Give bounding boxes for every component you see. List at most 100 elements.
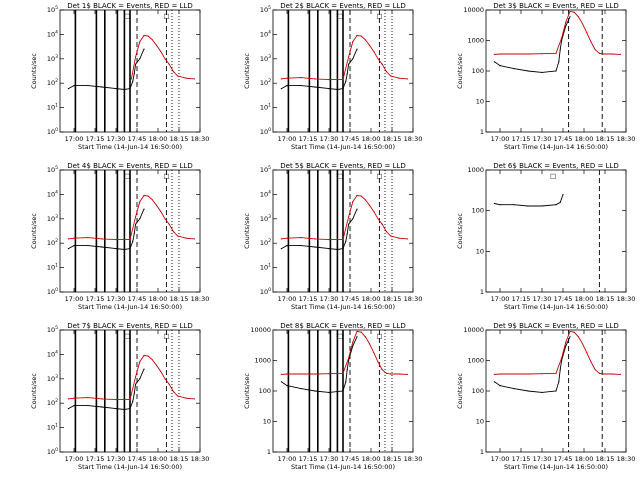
data-point xyxy=(143,368,145,370)
series-line xyxy=(494,194,564,207)
data-point xyxy=(385,70,387,73)
x-tick-label: 18:15 xyxy=(170,135,189,143)
y-tick-label: 10000 xyxy=(250,326,271,334)
data-point xyxy=(619,53,622,56)
x-tick-label: 17:00 xyxy=(491,455,510,463)
data-point xyxy=(328,79,330,81)
y-tick-label: 104 xyxy=(47,189,58,198)
data-point xyxy=(193,78,195,80)
y-tick-exponent: 1 xyxy=(268,103,271,109)
data-point xyxy=(499,65,501,67)
series-line xyxy=(68,48,145,90)
x-tick-label: 17:00 xyxy=(491,135,510,143)
x-tick-label: 17:45 xyxy=(128,135,147,143)
data-point xyxy=(360,35,362,37)
data-point xyxy=(590,41,592,43)
data-point xyxy=(147,355,149,357)
data-point xyxy=(328,248,330,250)
data-point xyxy=(390,235,392,237)
y-tick-label: 10 xyxy=(476,98,484,106)
x-tick-label: 17:45 xyxy=(341,135,360,143)
data-point xyxy=(369,204,371,207)
flag-marker: □ xyxy=(124,12,130,20)
x-tick-label: 17:00 xyxy=(65,455,84,463)
x-tick-label: 18:00 xyxy=(362,455,381,463)
data-point xyxy=(67,88,69,90)
data-point xyxy=(565,345,567,347)
data-point xyxy=(398,77,400,79)
data-point xyxy=(562,193,564,196)
data-point xyxy=(348,63,350,65)
x-axis-label: Start Time (14-Jun-14 16:50:00) xyxy=(291,303,395,311)
data-point xyxy=(598,372,601,374)
y-tick-label: 1000 xyxy=(467,37,484,45)
data-point xyxy=(555,70,557,72)
data-point xyxy=(577,336,580,338)
data-point xyxy=(135,56,137,58)
data-point xyxy=(185,397,187,399)
data-point xyxy=(123,88,125,91)
chart-title: Det 5$ BLACK = Events, RED = LLD xyxy=(280,162,405,170)
data-point xyxy=(123,408,125,411)
data-point xyxy=(139,218,141,220)
y-tick-label: 102 xyxy=(260,78,271,87)
data-point xyxy=(356,48,358,50)
chart-title: Det 2$ BLACK = Events, RED = LLD xyxy=(280,2,405,10)
y-tick-exponent: 0 xyxy=(268,127,271,133)
data-point xyxy=(129,408,131,410)
y-tick-exponent: 2 xyxy=(55,238,58,244)
y-tick-label: 10 xyxy=(263,418,271,426)
data-point xyxy=(73,84,75,87)
data-point xyxy=(565,341,567,343)
data-point xyxy=(513,204,515,206)
x-tick-label: 18:15 xyxy=(596,135,615,143)
data-point xyxy=(115,408,117,410)
flag-marker: □ xyxy=(124,172,130,180)
y-tick-label: 100 xyxy=(472,387,484,395)
x-tick-label: 18:15 xyxy=(170,295,189,303)
y-axis-label: Counts/sec xyxy=(243,53,251,89)
data-point xyxy=(185,237,187,239)
x-tick-label: 18:30 xyxy=(617,295,636,303)
x-tick-label: 18:15 xyxy=(596,295,615,303)
y-tick-label: 103 xyxy=(47,54,58,63)
data-point xyxy=(135,223,137,225)
chart-title: Det 6$ BLACK = Events, RED = LLD xyxy=(493,162,618,170)
y-tick-label: 102 xyxy=(47,78,58,87)
flag-marker: □ xyxy=(376,332,382,340)
x-tick-label: 18:15 xyxy=(383,295,402,303)
y-tick-label: 100 xyxy=(47,127,58,136)
data-point xyxy=(513,387,515,390)
series-line xyxy=(281,195,408,241)
x-tick-label: 18:30 xyxy=(404,455,423,463)
data-point xyxy=(381,63,383,65)
data-point xyxy=(342,239,344,241)
series-line xyxy=(68,355,195,401)
data-point xyxy=(352,201,354,203)
data-point xyxy=(130,78,132,80)
data-point xyxy=(356,208,358,210)
data-point xyxy=(143,34,145,37)
y-tick-label: 104 xyxy=(47,349,58,358)
x-tick-label: 18:00 xyxy=(362,295,381,303)
x-tick-label: 17:15 xyxy=(299,455,318,463)
data-point xyxy=(115,248,117,250)
data-point xyxy=(513,373,515,375)
y-tick-exponent: 3 xyxy=(268,214,271,220)
y-tick-exponent: 4 xyxy=(268,189,271,195)
data-point xyxy=(406,373,408,376)
data-point xyxy=(385,372,387,374)
y-tick-label: 10000 xyxy=(463,326,484,334)
data-point xyxy=(569,336,571,338)
data-point xyxy=(398,373,400,375)
data-point xyxy=(101,86,103,88)
x-tick-label: 18:15 xyxy=(170,455,189,463)
x-tick-label: 17:00 xyxy=(65,295,84,303)
chart-panel: Det 4$ BLACK = Events, RED = LLD10010110… xyxy=(30,162,209,311)
series-line xyxy=(68,368,145,410)
y-tick-label: 100 xyxy=(259,387,271,395)
y-tick-label: 104 xyxy=(260,189,271,198)
series-line xyxy=(494,336,571,393)
x-axis-label: Start Time (14-Jun-14 16:50:00) xyxy=(504,143,608,151)
data-point xyxy=(139,201,141,203)
